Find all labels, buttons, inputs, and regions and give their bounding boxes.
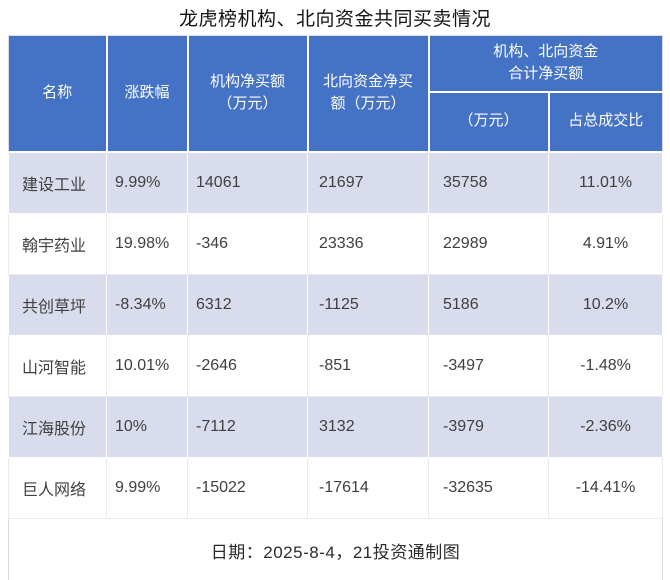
cell-north-net: -1125 [307, 273, 429, 336]
cell-turnover-ratio: 11.01% [547, 151, 664, 214]
cell-change: 10% [106, 395, 188, 458]
cell-turnover-ratio: -14.41% [547, 456, 664, 519]
table-row: 共创草坪 -8.34% 6312 -1125 5186 10.2% [8, 273, 664, 336]
page-title: 龙虎榜机构、北向资金共同买卖情况 [178, 9, 491, 30]
cell-north-net: 21697 [307, 151, 429, 214]
cell-inst-net: 14061 [187, 151, 308, 214]
cell-combined-net: -3979 [428, 395, 549, 458]
col-header-name: 名称 [8, 35, 108, 153]
table-body: 建设工业 9.99% 14061 21697 35758 11.01% 翰宇药业… [8, 151, 664, 519]
col-header-north-net: 北向资金净买 额（万元） [307, 35, 430, 153]
table-footer: 日期：2025-8-4，21投资通制图 [8, 517, 663, 580]
cell-inst-net: 6312 [187, 273, 308, 336]
cell-north-net: -17614 [307, 456, 429, 519]
table-row: 山河智能 10.01% -2646 -851 -3497 -1.48% [8, 334, 664, 397]
table-row: 江海股份 10% -7112 3132 -3979 -2.36% [8, 395, 664, 458]
cell-combined-net: -3497 [428, 334, 549, 397]
col-header-combined-amount: （万元） [428, 91, 550, 153]
cell-turnover-ratio: -1.48% [547, 334, 664, 397]
col-header-north-net-line1: 北向资金净买 [322, 72, 413, 90]
col-header-combined-line2: 合计净买额 [508, 65, 584, 83]
cell-combined-net: 22989 [428, 212, 549, 275]
cell-inst-net: -15022 [187, 456, 308, 519]
col-header-inst-net-line2: （万元） [217, 95, 278, 113]
cell-north-net: 23336 [307, 212, 429, 275]
cell-north-net: 3132 [307, 395, 429, 458]
cell-change: 9.99% [106, 456, 188, 519]
col-header-north-net-line2: 额（万元） [330, 95, 406, 113]
cell-combined-net: 35758 [428, 151, 549, 214]
table-header: 名称 涨跌幅 机构净买额 （万元） 北向资金净买 额（万元） 机构、北向资金 合… [8, 35, 663, 153]
col-header-inst-net-line1: 机构净买额 [209, 72, 285, 90]
cell-name: 建设工业 [8, 151, 107, 214]
table-footer-note: 日期：2025-8-4，21投资通制图 [8, 517, 663, 580]
cell-inst-net: -7112 [187, 395, 308, 458]
col-header-inst-net: 机构净买额 （万元） [187, 35, 309, 153]
cell-name: 江海股份 [8, 395, 107, 458]
cell-name: 翰宇药业 [8, 212, 107, 275]
col-header-change: 涨跌幅 [106, 35, 189, 153]
cell-combined-net: 5186 [428, 273, 549, 336]
cell-combined-net: -32635 [428, 456, 549, 519]
table-row: 巨人网络 9.99% -15022 -17614 -32635 -14.41% [8, 456, 664, 519]
cell-name: 共创草坪 [8, 273, 107, 336]
cell-turnover-ratio: 10.2% [547, 273, 664, 336]
cell-change: 19.98% [106, 212, 188, 275]
cell-name: 巨人网络 [8, 456, 107, 519]
col-header-combined-group: 机构、北向资金 合计净买额 [428, 35, 663, 93]
cell-name: 山河智能 [8, 334, 107, 397]
cell-inst-net: -346 [187, 212, 308, 275]
data-table: 名称 涨跌幅 机构净买额 （万元） 北向资金净买 额（万元） 机构、北向资金 合… [8, 35, 664, 580]
table-row: 建设工业 9.99% 14061 21697 35758 11.01% [8, 151, 664, 214]
table-row: 翰宇药业 19.98% -346 23336 22989 4.91% [8, 212, 664, 275]
col-header-turnover-ratio: 占总成交比 [548, 91, 663, 153]
col-header-combined-line1: 机构、北向资金 [493, 42, 599, 60]
cell-inst-net: -2646 [187, 334, 308, 397]
cell-change: 9.99% [106, 151, 188, 214]
cell-change: -8.34% [106, 273, 188, 336]
cell-turnover-ratio: -2.36% [547, 395, 664, 458]
cell-change: 10.01% [106, 334, 188, 397]
cell-turnover-ratio: 4.91% [547, 212, 664, 275]
cell-north-net: -851 [307, 334, 429, 397]
